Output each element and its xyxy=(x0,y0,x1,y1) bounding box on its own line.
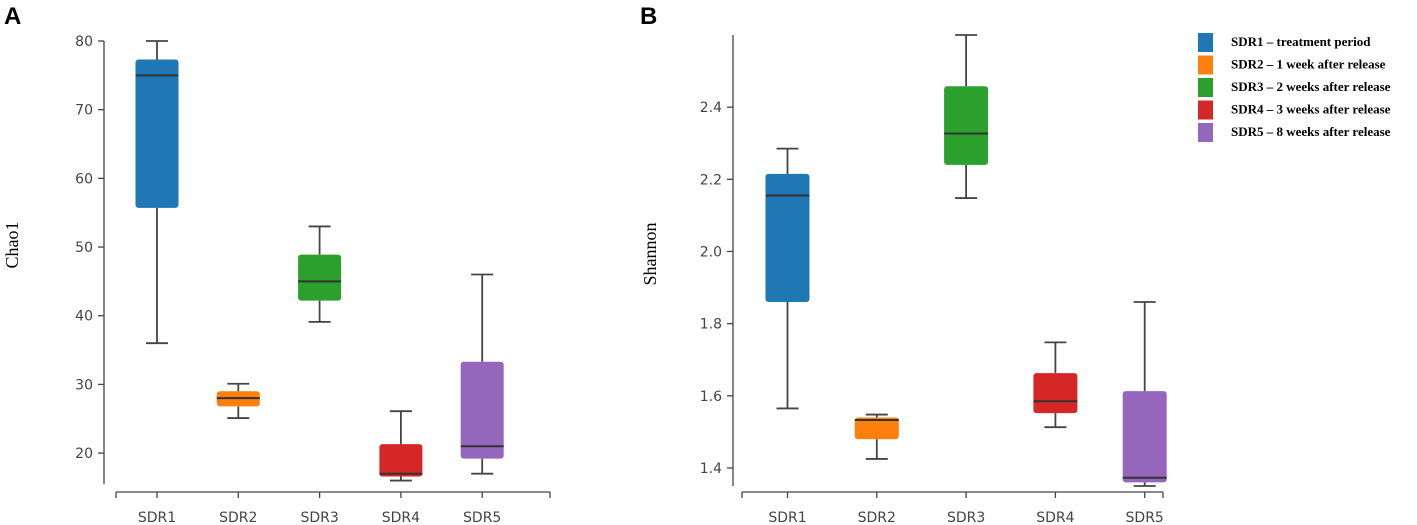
legend-swatch xyxy=(1198,123,1213,142)
legend-label: SDR2 – 1 week after release xyxy=(1231,57,1386,72)
y-tick-label: 60 xyxy=(75,171,93,187)
box-sdr1 xyxy=(135,59,179,208)
y-tick-label: 2.4 xyxy=(700,100,722,116)
y-tick-label: 50 xyxy=(75,240,93,256)
box-sdr3 xyxy=(944,86,989,165)
y-tick-label: 70 xyxy=(75,103,93,119)
y-tick-label: 1.4 xyxy=(700,461,722,477)
x-tick-label: SDR3 xyxy=(300,510,338,525)
y-tick-label: 2.2 xyxy=(700,172,722,188)
y-tick-label: 80 xyxy=(75,34,93,50)
y-tick-label: 40 xyxy=(75,309,93,325)
legend-swatch xyxy=(1198,55,1213,75)
legend-label: SDR1 – treatment period xyxy=(1231,34,1371,49)
legend-swatch xyxy=(1198,33,1213,52)
x-tick-label: SDR2 xyxy=(219,510,257,525)
y-tick-label: 2.0 xyxy=(700,244,722,260)
box-sdr5 xyxy=(1122,391,1167,483)
panel-letter-b: B xyxy=(640,3,657,30)
box-sdr2 xyxy=(854,417,899,440)
y-tick-label: 30 xyxy=(75,377,93,393)
x-tick-label: SDR4 xyxy=(1036,510,1074,525)
box-sdr1 xyxy=(765,173,810,302)
box-sdr3 xyxy=(298,254,342,301)
legend-swatch xyxy=(1198,78,1213,97)
legend-swatch xyxy=(1198,100,1213,120)
y-tick-label: 1.6 xyxy=(700,389,722,405)
y-tick-label: 1.8 xyxy=(700,317,722,333)
box-sdr5 xyxy=(460,361,504,459)
legend: SDR1 – treatment period SDR2 – 1 week aft… xyxy=(1198,33,1391,142)
y-axis-label: Chao1 xyxy=(2,222,22,269)
y-tick-label: 20 xyxy=(75,446,93,462)
x-tick-label: SDR5 xyxy=(463,510,501,525)
legend-label: SDR4 – 3 weeks after release xyxy=(1231,102,1391,117)
x-tick-label: SDR3 xyxy=(947,510,985,525)
x-tick-label: SDR1 xyxy=(768,510,806,525)
legend-label: SDR3 – 2 weeks after release xyxy=(1231,79,1391,94)
x-tick-label: SDR5 xyxy=(1126,510,1164,525)
x-tick-label: SDR4 xyxy=(382,510,420,525)
x-tick-label: SDR2 xyxy=(858,510,896,525)
legend-label: SDR5 – 8 weeks after release xyxy=(1231,124,1391,139)
y-axis-label: Shannon xyxy=(640,223,660,286)
box-sdr4 xyxy=(379,444,423,477)
shannon-boxplot: 1.4 1.6 1.8 2.0 2.2 2.4 Shannon SDR1 SDR2 SDR3 SDR… xyxy=(640,34,1167,525)
chao1-boxplot: 20 30 40 50 60 70 80 Chao1 SDR1 SDR2 SDR3 SDR4 SDR5 xyxy=(2,34,551,525)
panel-letter-a: A xyxy=(4,3,21,30)
box-sdr4 xyxy=(1033,373,1078,414)
x-tick-label: SDR1 xyxy=(138,510,176,525)
